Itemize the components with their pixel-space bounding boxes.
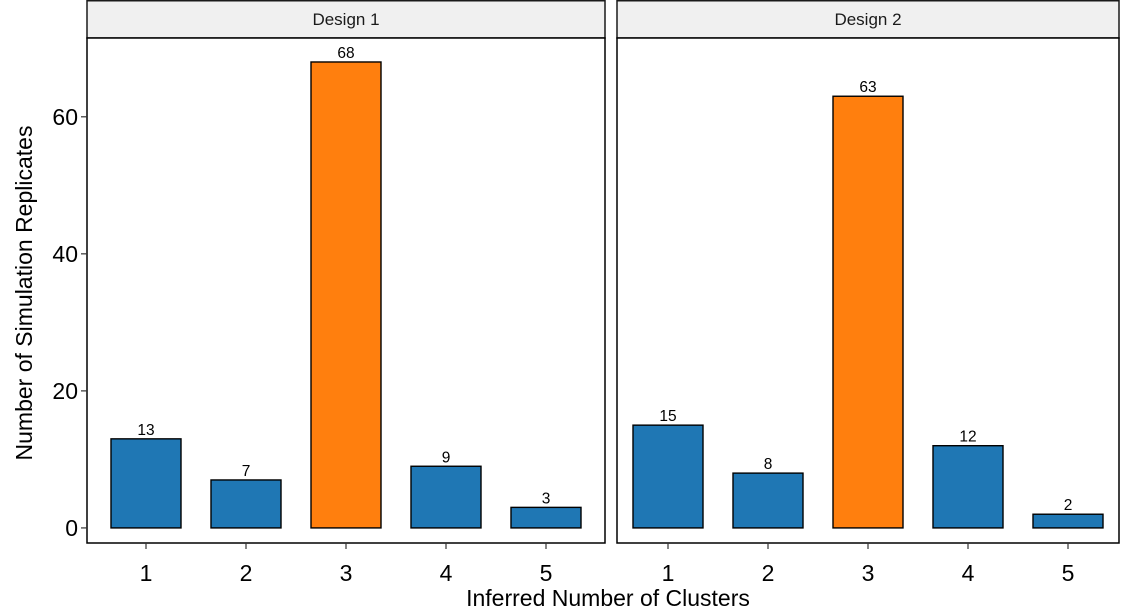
bar	[1032, 513, 1104, 529]
y-axis-title: Number of Simulation Replicates	[11, 126, 37, 461]
bar-value-label: 15	[659, 408, 676, 425]
facet-strip-label: Design 2	[834, 10, 901, 29]
x-tick-label: 4	[440, 560, 453, 586]
x-tick-label: 3	[862, 560, 875, 586]
bar-value-label: 13	[137, 422, 154, 439]
x-tick-label: 1	[140, 560, 153, 586]
bar-value-label: 68	[337, 45, 354, 62]
bar	[832, 95, 904, 529]
y-tick-label: 60	[52, 104, 78, 130]
bar-value-label: 7	[242, 463, 251, 480]
y-tick-label: 40	[52, 241, 78, 267]
x-tick-label: 4	[962, 560, 975, 586]
bar	[410, 465, 482, 529]
bar	[510, 506, 582, 529]
x-axis-title: Inferred Number of Clusters	[466, 585, 750, 611]
facet-strip	[86, 0, 606, 39]
x-tick-label: 1	[662, 560, 675, 586]
bar-value-label: 2	[1064, 497, 1073, 514]
bar	[210, 479, 282, 529]
bar-value-label: 9	[442, 449, 451, 466]
bar	[632, 424, 704, 529]
bar	[310, 61, 382, 529]
x-tick-label: 5	[1062, 560, 1075, 586]
bar	[110, 438, 182, 529]
y-tick-label: 0	[65, 515, 78, 541]
bar-value-label: 8	[764, 456, 773, 473]
bar	[932, 445, 1004, 529]
x-tick-label: 5	[540, 560, 553, 586]
x-tick-label: 3	[340, 560, 353, 586]
facet-strip	[616, 0, 1120, 39]
bar-value-label: 12	[959, 429, 976, 446]
x-tick-label: 2	[762, 560, 775, 586]
bar-value-label: 3	[542, 490, 551, 507]
x-tick-label: 2	[240, 560, 253, 586]
facet-strip-label: Design 1	[312, 10, 379, 29]
bar-value-label: 63	[859, 79, 876, 96]
y-tick-label: 20	[52, 378, 78, 404]
bar	[732, 472, 804, 529]
